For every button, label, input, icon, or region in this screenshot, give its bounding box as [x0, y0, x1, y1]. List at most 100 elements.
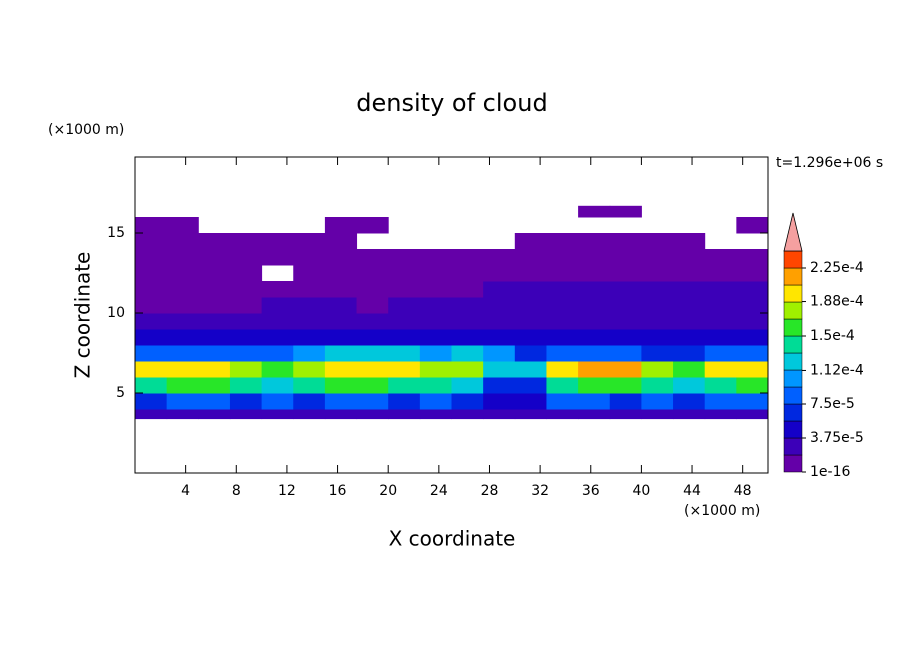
contour-cell: [229, 281, 263, 298]
contour-cell: [356, 297, 389, 314]
contour-cell: [293, 233, 326, 250]
contour-cell: [673, 281, 706, 298]
contour-cell: [419, 361, 452, 378]
contour-cell: [166, 409, 199, 420]
contour-cell: [324, 249, 358, 266]
contour-cell: [451, 409, 484, 420]
contour-cell: [514, 329, 547, 346]
contour-cell: [356, 281, 389, 298]
contour-cell: [673, 233, 706, 250]
contour-cell: [451, 393, 484, 410]
contour-cell: [293, 313, 326, 330]
contour-cell: [166, 233, 199, 250]
contour-cell: [641, 265, 674, 282]
contour-cell: [736, 361, 769, 378]
x-tick-label: 36: [582, 483, 600, 499]
contour-cell: [483, 409, 516, 420]
contour-cell: [261, 297, 294, 314]
contour-cell: [419, 377, 452, 394]
contour-cell: [483, 345, 516, 362]
contour-cell: [356, 217, 389, 234]
contour-cell: [356, 249, 389, 266]
contour-cell: [609, 281, 642, 298]
contour-cell: [641, 281, 674, 298]
contour-cell: [578, 297, 611, 314]
contour-cell: [261, 281, 294, 298]
contour-cell: [451, 265, 484, 282]
contour-cell: [229, 393, 263, 410]
colorbar-band: [783, 369, 803, 388]
contour-cell: [388, 265, 421, 282]
contour-cell: [546, 393, 579, 410]
contour-cell: [388, 377, 421, 394]
colorbar-band: [783, 335, 803, 354]
contour-cell: [356, 377, 389, 394]
contour-cell: [229, 345, 263, 362]
contour-cell: [166, 217, 199, 234]
contour-cell: [229, 329, 263, 346]
contour-cell: [135, 393, 168, 410]
contour-cell: [356, 313, 389, 330]
contour-cell: [514, 313, 547, 330]
contour-cell: [641, 361, 674, 378]
contour-cell: [324, 345, 358, 362]
contour-cell: [609, 393, 642, 410]
contour-cell: [641, 313, 674, 330]
contour-cell: [609, 265, 642, 282]
contour-cell: [609, 249, 642, 266]
contour-cell: [704, 377, 737, 394]
contour-cell: [546, 409, 579, 420]
contour-cell: [388, 409, 421, 420]
colorbar-label: 3.75e-5: [810, 430, 864, 446]
contour-cell: [198, 281, 231, 298]
contour-cell: [229, 297, 263, 314]
contour-cell: [483, 297, 516, 314]
x-tick-label: 4: [181, 483, 190, 499]
contour-cell: [356, 345, 389, 362]
contour-cell: [578, 361, 611, 378]
contour-cell: [229, 249, 263, 266]
contour-cell: [198, 377, 231, 394]
contour-cell: [483, 393, 516, 410]
contour-cell: [166, 329, 199, 346]
contour-cell: [198, 329, 231, 346]
contour-cell: [704, 313, 737, 330]
contour-cell: [609, 329, 642, 346]
colorbar-over: [783, 212, 803, 252]
contour-cell: [293, 249, 326, 266]
contour-cell: [609, 361, 642, 378]
contour-cell: [229, 409, 263, 420]
contour-cell: [609, 313, 642, 330]
contour-cell: [229, 377, 263, 394]
colorbar-label: 1.12e-4: [810, 362, 864, 378]
contour-cell: [578, 377, 611, 394]
contour-cell: [356, 361, 389, 378]
contour-cell: [166, 281, 199, 298]
contour-cell: [166, 361, 199, 378]
contour-cell: [451, 329, 484, 346]
contour-cell: [419, 265, 452, 282]
contour-cell: [388, 393, 421, 410]
contour-cell: [578, 329, 611, 346]
contour-cell: [641, 345, 674, 362]
contour-cell: [324, 265, 358, 282]
contour-cell: [736, 393, 769, 410]
contour-cell: [704, 345, 737, 362]
contour-cell: [578, 313, 611, 330]
contour-cell: [388, 361, 421, 378]
contour-cell: [261, 233, 294, 250]
contour-cell: [673, 297, 706, 314]
contour-cell: [546, 281, 579, 298]
contour-cell: [135, 377, 168, 394]
colorbar-band: [783, 437, 803, 456]
contour-cell: [514, 361, 547, 378]
contour-cell: [609, 377, 642, 394]
contour-cell: [483, 265, 516, 282]
chart-title: density of cloud: [356, 89, 547, 117]
colorbar-label: 1e-16: [810, 464, 850, 480]
contour-cell: [641, 249, 674, 266]
contour-cell: [293, 377, 326, 394]
contour-cell: [451, 249, 484, 266]
contour-cell: [641, 329, 674, 346]
contour-cell: [578, 265, 611, 282]
